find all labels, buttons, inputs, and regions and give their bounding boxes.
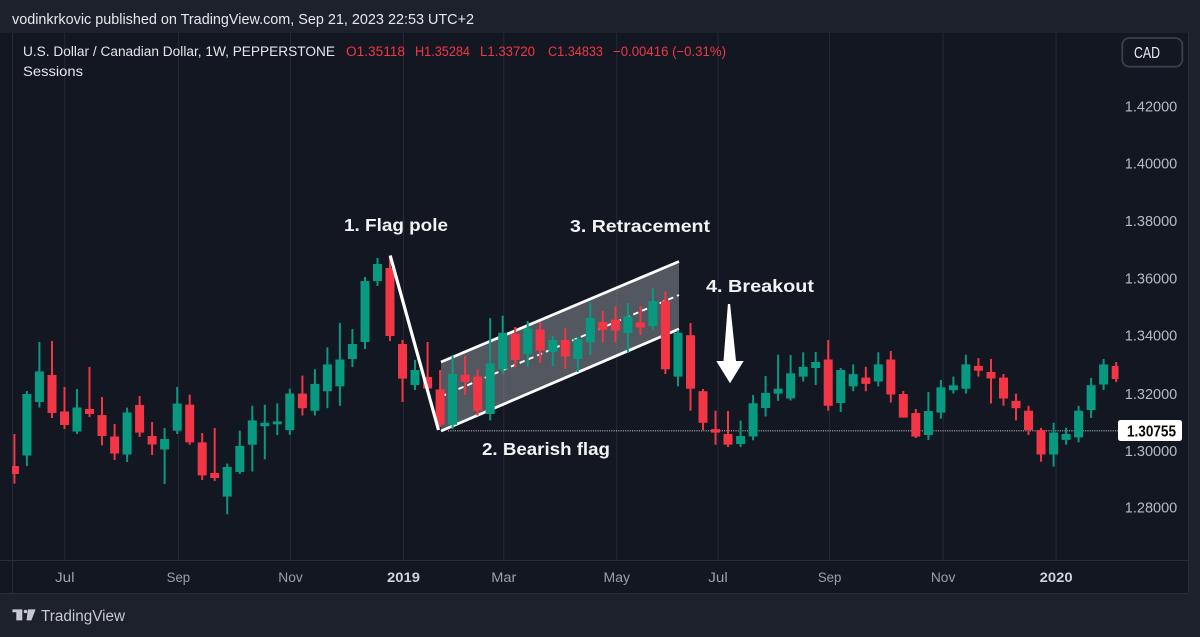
svg-text:−0.00416 (−0.31%): −0.00416 (−0.31%) (613, 44, 726, 59)
svg-text:Jul: Jul (708, 570, 728, 585)
svg-text:C1.34833: C1.34833 (548, 44, 603, 59)
svg-text:Sep: Sep (818, 570, 842, 585)
svg-text:CAD: CAD (1134, 45, 1160, 62)
svg-text:1.40000: 1.40000 (1125, 157, 1177, 173)
svg-text:Sep: Sep (167, 570, 191, 585)
svg-text:Nov: Nov (931, 570, 956, 585)
svg-text:1.34000: 1.34000 (1125, 329, 1177, 345)
svg-text:3. Retracement: 3. Retracement (570, 216, 710, 236)
svg-text:H1.35284: H1.35284 (415, 44, 470, 59)
svg-text:O1.35118: O1.35118 (346, 44, 405, 59)
svg-text:1.36000: 1.36000 (1125, 271, 1177, 287)
svg-text:Jul: Jul (55, 570, 75, 585)
svg-text:1.30000: 1.30000 (1125, 444, 1177, 460)
svg-text:TradingView: TradingView (41, 608, 126, 625)
svg-text:1.38000: 1.38000 (1125, 214, 1177, 230)
svg-text:May: May (604, 570, 631, 585)
svg-text:2019: 2019 (387, 569, 420, 585)
svg-text:L1.33720: L1.33720 (480, 44, 535, 59)
svg-text:1.42000: 1.42000 (1125, 99, 1177, 115)
svg-text:Nov: Nov (278, 570, 303, 585)
svg-text:1.32000: 1.32000 (1125, 387, 1177, 403)
svg-text:1. Flag pole: 1. Flag pole (344, 215, 448, 235)
svg-text:U.S. Dollar / Canadian Dollar,: U.S. Dollar / Canadian Dollar, 1W, PEPPE… (23, 44, 335, 59)
svg-text:1.30755: 1.30755 (1127, 424, 1176, 441)
svg-text:Sessions: Sessions (23, 64, 83, 79)
svg-text:vodinkrkovic published on Trad: vodinkrkovic published on TradingView.co… (12, 11, 474, 28)
svg-text:4. Breakout: 4. Breakout (706, 276, 814, 296)
svg-text:2020: 2020 (1040, 569, 1073, 585)
svg-text:2. Bearish flag: 2. Bearish flag (482, 439, 610, 459)
svg-text:Mar: Mar (491, 570, 517, 585)
svg-text:1.28000: 1.28000 (1125, 501, 1177, 517)
